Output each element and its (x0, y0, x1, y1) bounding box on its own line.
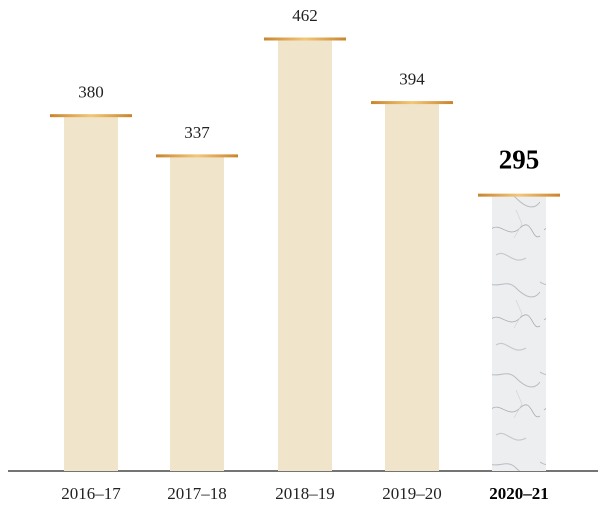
x-tick-label: 2016–17 (61, 484, 121, 503)
bar (492, 195, 546, 472)
bar (385, 102, 439, 472)
bar-cap (264, 37, 346, 41)
value-label: 380 (78, 83, 104, 102)
bar (64, 115, 118, 471)
bar-cap (478, 193, 560, 197)
bar (170, 155, 224, 471)
value-label: 295 (499, 144, 540, 174)
x-tick-label: 2020–21 (489, 484, 549, 503)
bar (278, 39, 332, 471)
x-tick-label: 2018–19 (275, 484, 335, 503)
bar-cap (50, 114, 132, 118)
bar-cap (371, 101, 453, 105)
value-label: 462 (292, 6, 318, 25)
value-label: 337 (184, 123, 210, 142)
bar-cap (156, 154, 238, 158)
x-tick-label: 2019–20 (382, 484, 442, 503)
x-tick-label: 2017–18 (167, 484, 227, 503)
value-label: 394 (399, 69, 425, 88)
